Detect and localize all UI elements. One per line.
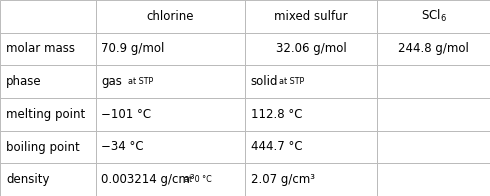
Text: phase: phase bbox=[6, 75, 42, 88]
Bar bbox=[377, 33, 490, 65]
Bar bbox=[0, 131, 96, 163]
Text: 444.7 °C: 444.7 °C bbox=[251, 141, 302, 153]
Bar bbox=[96, 163, 245, 196]
Bar bbox=[245, 98, 377, 131]
Text: −101 °C: −101 °C bbox=[101, 108, 151, 121]
Bar bbox=[377, 65, 490, 98]
Bar bbox=[96, 33, 245, 65]
Bar bbox=[0, 98, 96, 131]
Bar bbox=[96, 65, 245, 98]
Text: solid: solid bbox=[251, 75, 278, 88]
Text: −34 °C: −34 °C bbox=[101, 141, 144, 153]
Text: at 0 °C: at 0 °C bbox=[184, 175, 212, 184]
Text: boiling point: boiling point bbox=[6, 141, 80, 153]
Text: 244.8 g/mol: 244.8 g/mol bbox=[398, 43, 469, 55]
Bar bbox=[0, 33, 96, 65]
Bar bbox=[245, 65, 377, 98]
Text: 0.003214 g/cm³: 0.003214 g/cm³ bbox=[101, 173, 195, 186]
Bar bbox=[377, 163, 490, 196]
Text: density: density bbox=[6, 173, 49, 186]
Text: 112.8 °C: 112.8 °C bbox=[251, 108, 302, 121]
Bar bbox=[0, 65, 96, 98]
Text: 32.06 g/mol: 32.06 g/mol bbox=[276, 43, 346, 55]
Bar bbox=[96, 98, 245, 131]
Text: 2.07 g/cm³: 2.07 g/cm³ bbox=[251, 173, 315, 186]
Text: gas: gas bbox=[101, 75, 122, 88]
Bar bbox=[96, 131, 245, 163]
Bar bbox=[245, 163, 377, 196]
Text: chlorine: chlorine bbox=[147, 10, 194, 23]
Text: mixed sulfur: mixed sulfur bbox=[274, 10, 348, 23]
Text: melting point: melting point bbox=[6, 108, 85, 121]
Text: SCl$_6$: SCl$_6$ bbox=[421, 8, 446, 24]
Bar bbox=[0, 163, 96, 196]
Bar bbox=[96, 0, 245, 33]
Text: at STP: at STP bbox=[279, 77, 305, 86]
Bar bbox=[245, 131, 377, 163]
Bar bbox=[377, 0, 490, 33]
Text: 70.9 g/mol: 70.9 g/mol bbox=[101, 43, 165, 55]
Bar bbox=[245, 33, 377, 65]
Bar bbox=[377, 131, 490, 163]
Text: molar mass: molar mass bbox=[6, 43, 75, 55]
Bar bbox=[377, 98, 490, 131]
Bar bbox=[245, 0, 377, 33]
Bar bbox=[0, 0, 96, 33]
Text: at STP: at STP bbox=[128, 77, 153, 86]
